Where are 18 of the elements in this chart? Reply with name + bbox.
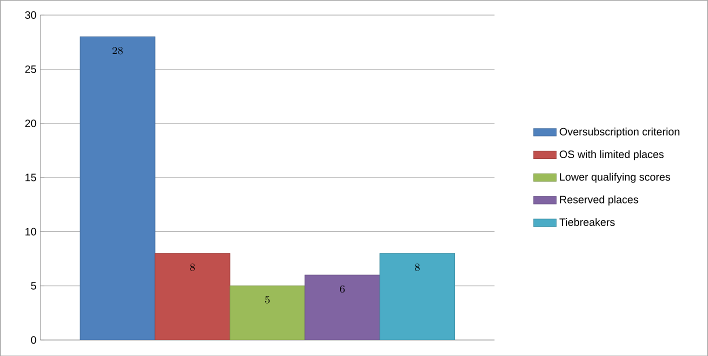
y-tick-label: 20: [25, 119, 36, 127]
data-label: 8: [190, 263, 195, 271]
data-label: 5: [265, 296, 270, 304]
data-label: 28: [112, 46, 123, 54]
data-label: 8: [414, 263, 420, 271]
legend-label: Reserved places: [560, 195, 638, 206]
y-tick-label: 15: [26, 174, 36, 182]
y-tick-label: 25: [25, 65, 36, 73]
legend-label: Lower qualifying scores: [560, 172, 670, 183]
data-label: 6: [340, 285, 345, 292]
y-tick-label: 0: [31, 336, 36, 344]
legend-label: OS with limited places: [560, 150, 664, 160]
y-tick-label: 5: [31, 282, 36, 290]
y-tick-label: 30: [25, 11, 36, 19]
bar: [154, 252, 230, 340]
y-tick-label: 10: [26, 228, 36, 236]
legend-label: Oversubscription criterion: [560, 127, 680, 138]
legend-label: Tiebreakers: [559, 218, 615, 226]
